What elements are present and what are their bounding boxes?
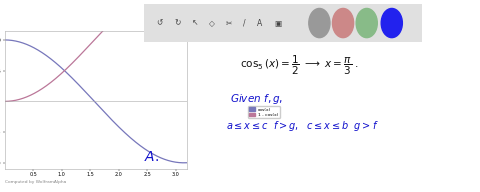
Circle shape — [381, 8, 402, 38]
Text: ✂: ✂ — [226, 19, 232, 27]
Circle shape — [309, 8, 330, 38]
Text: $Given\ f, g,$: $Given\ f, g,$ — [230, 92, 284, 106]
Text: ↖: ↖ — [192, 19, 199, 27]
Text: Computed by WolframAlpha: Computed by WolframAlpha — [5, 180, 66, 185]
Text: $\cos_5(x) = \dfrac{1}{2}\ \longrightarrow\ x = \dfrac{\pi}{3}\ .$: $\cos_5(x) = \dfrac{1}{2}\ \longrightarr… — [240, 54, 359, 77]
Text: $A.$: $A.$ — [144, 150, 159, 164]
Text: ↺: ↺ — [156, 19, 163, 27]
Text: ▣: ▣ — [274, 19, 281, 27]
Text: A: A — [257, 19, 262, 27]
Text: ◇: ◇ — [209, 19, 215, 27]
Circle shape — [356, 8, 377, 38]
Circle shape — [333, 8, 354, 38]
Text: $a \leq x \leq c\ \ f > g,\ \ c \leq x \leq b\ \ g > f$: $a \leq x \leq c\ \ f > g,\ \ c \leq x \… — [226, 119, 378, 133]
Text: /: / — [243, 19, 246, 27]
FancyBboxPatch shape — [143, 2, 424, 44]
Text: ↻: ↻ — [174, 19, 180, 27]
Legend: cos(x), 1 - cos(x): cos(x), 1 - cos(x) — [248, 106, 280, 118]
